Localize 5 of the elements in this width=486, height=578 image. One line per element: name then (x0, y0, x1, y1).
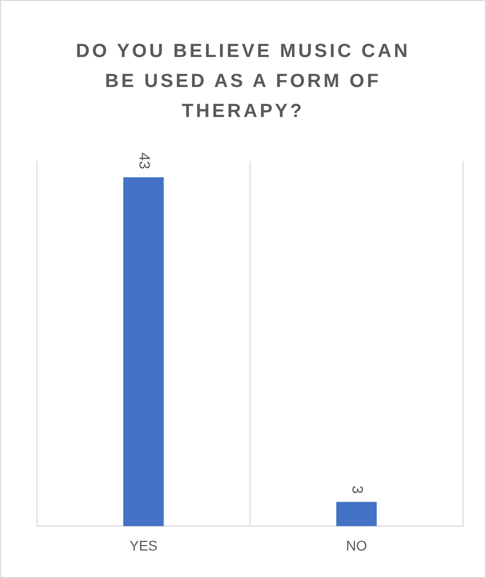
data-label: 43 (135, 152, 152, 170)
x-tick-label: YES (129, 537, 158, 554)
data-label: 3 (348, 486, 366, 494)
chart-title: DO YOU BELIEVE MUSIC CAN BE USED AS A FORM OF THERAPY? (74, 40, 412, 124)
x-tick-label: NO (346, 537, 368, 554)
